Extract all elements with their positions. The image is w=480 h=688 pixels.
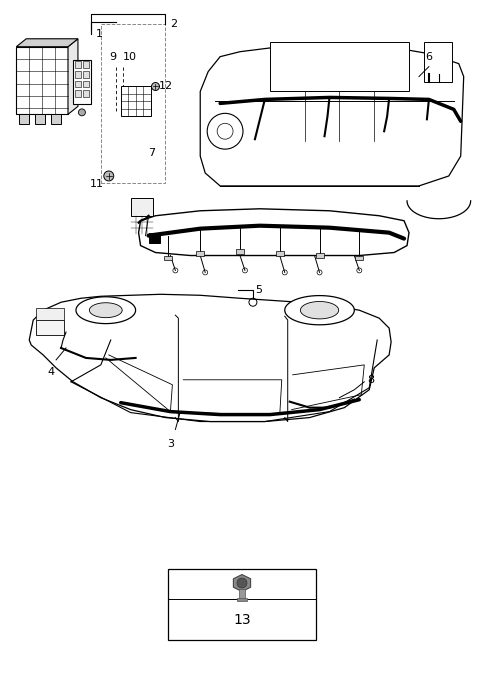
Bar	[83, 91, 89, 98]
Bar	[196, 250, 204, 255]
Bar	[83, 71, 89, 78]
Bar	[75, 71, 81, 78]
Text: 7: 7	[148, 148, 156, 158]
Polygon shape	[76, 297, 136, 323]
Bar	[424, 42, 452, 81]
Polygon shape	[300, 301, 339, 319]
Bar	[236, 248, 244, 253]
Polygon shape	[16, 39, 78, 47]
Text: 8: 8	[367, 375, 374, 385]
Text: 5: 5	[255, 286, 262, 295]
Bar	[237, 598, 247, 601]
Bar	[35, 114, 45, 125]
Bar	[36, 320, 64, 335]
Text: 10: 10	[123, 52, 137, 62]
Bar	[270, 42, 409, 92]
Bar	[131, 198, 153, 216]
Bar	[83, 61, 89, 67]
Bar	[36, 308, 64, 320]
Bar	[315, 252, 324, 257]
Bar	[101, 24, 166, 183]
Bar	[276, 250, 284, 255]
Bar	[75, 91, 81, 98]
Circle shape	[104, 171, 114, 181]
Bar	[75, 80, 81, 87]
Bar	[355, 255, 363, 261]
Bar	[239, 589, 245, 599]
Bar	[75, 61, 81, 67]
Text: 12: 12	[158, 81, 173, 92]
Polygon shape	[68, 39, 78, 114]
Bar	[165, 255, 172, 261]
Bar	[51, 114, 61, 125]
Text: 9: 9	[109, 52, 116, 62]
Bar	[168, 569, 315, 641]
Polygon shape	[89, 303, 122, 318]
Bar	[120, 87, 151, 116]
Bar	[16, 47, 68, 114]
Text: 4: 4	[48, 367, 55, 377]
Text: 11: 11	[90, 179, 104, 189]
Text: 6: 6	[425, 52, 432, 62]
Polygon shape	[233, 574, 251, 592]
Text: 3: 3	[167, 440, 174, 449]
Text: 13: 13	[233, 613, 251, 627]
Bar	[19, 114, 29, 125]
Bar	[73, 60, 91, 105]
Circle shape	[78, 109, 85, 116]
Polygon shape	[285, 296, 354, 325]
Text: 2: 2	[170, 19, 178, 29]
Bar	[83, 80, 89, 87]
Circle shape	[237, 578, 247, 588]
Circle shape	[152, 83, 159, 91]
Bar	[148, 233, 160, 243]
Text: 1: 1	[96, 29, 103, 39]
